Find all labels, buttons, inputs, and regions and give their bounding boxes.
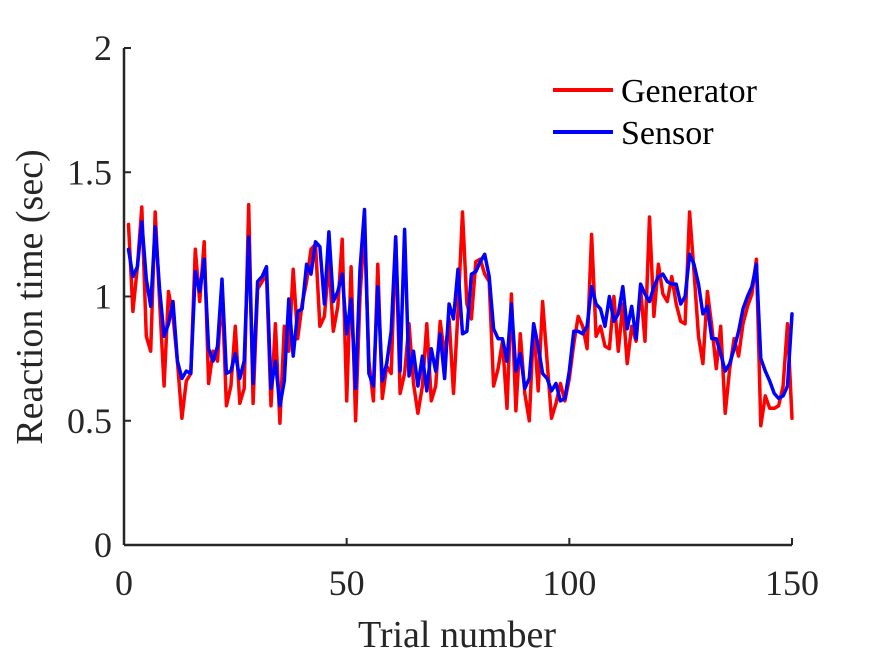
legend-label-sensor: Sensor	[621, 115, 714, 152]
y-tick-label: 0	[94, 525, 112, 565]
y-tick-label: 1.5	[67, 152, 112, 192]
y-tick-label: 1	[94, 277, 112, 317]
series-line-generator	[126, 202, 794, 428]
y-axis-title: Reaction time (sec)	[9, 149, 51, 444]
series-line-sensor	[126, 207, 794, 408]
y-tick-label: 0.5	[67, 401, 112, 441]
x-tick-label: 0	[115, 563, 133, 603]
y-tick-label: 2	[94, 28, 112, 68]
x-tick-label: 150	[765, 563, 819, 603]
legend: Generator Sensor	[553, 73, 758, 152]
x-axis-title: Trial number	[358, 614, 556, 656]
axes: 0 50 100 150 0 0.5 1 1.5 2	[67, 28, 819, 603]
legend-label-generator: Generator	[621, 73, 758, 110]
series-layer	[126, 202, 794, 428]
x-tick-label: 100	[542, 563, 596, 603]
x-tick-label: 50	[329, 563, 365, 603]
